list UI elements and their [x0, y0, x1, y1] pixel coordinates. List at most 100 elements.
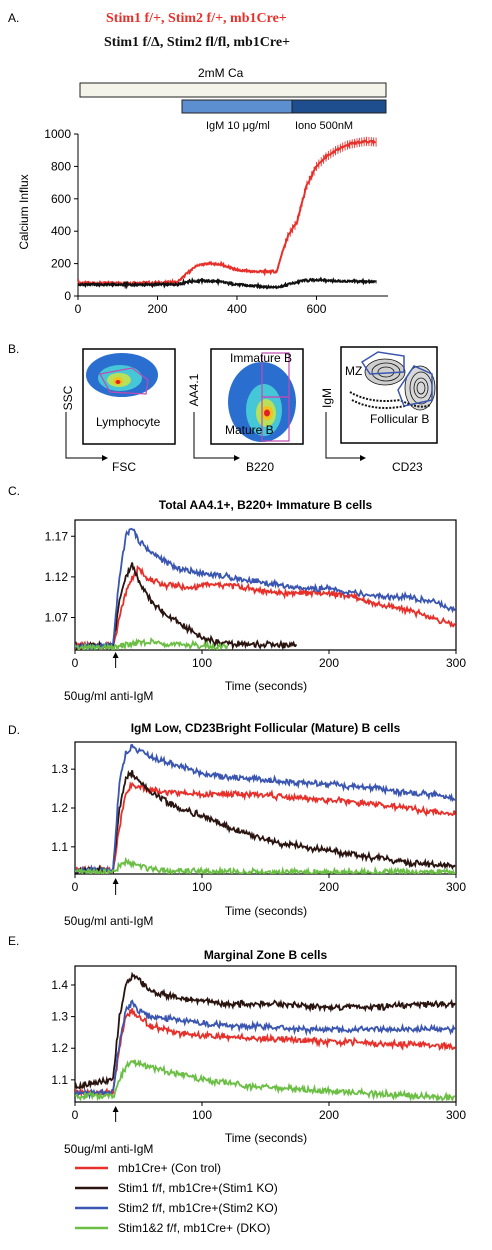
chart-e: Marginal Zone B cells 0 100 200 300 1.1 1.2 1.3…	[51, 948, 466, 1156]
immature-b-label: Immature B	[230, 351, 292, 365]
legend: mb1Cre+ (Con trol) Stim1 f/f, mb1Cre+(St…	[75, 1161, 278, 1235]
panel-a-letter: A.	[8, 11, 19, 25]
igm-bar-label: IgM 10 μg/ml	[206, 120, 270, 132]
series-line-3	[75, 743, 456, 874]
x-axis-label: Time (seconds)	[225, 1131, 307, 1145]
flow3-arrow-head	[360, 455, 366, 461]
chart-title: Total AA4.1+, B220+ Immature B cells	[159, 498, 373, 512]
legend-label-stim1-ko: Stim1 f/f, mb1Cre+(Stim1 KO)	[118, 1181, 278, 1195]
stimulus-annotation: 50ug/ml anti-IgM	[64, 914, 153, 928]
series-line-2	[75, 971, 456, 1091]
panel-c-letter: C.	[8, 484, 20, 498]
mz-label: MZ	[345, 364, 362, 378]
plot-frame	[74, 741, 457, 875]
x-tick-label: 200	[319, 1108, 339, 1122]
series-line-1	[75, 1008, 456, 1098]
chart-title: Marginal Zone B cells	[204, 948, 328, 962]
igm-bar	[181, 99, 293, 114]
x-axis-label: Time (seconds)	[225, 904, 307, 918]
ca-bar	[79, 82, 387, 98]
x-tick-label: 300	[446, 880, 466, 894]
flow3-xlabel: CD23	[392, 460, 423, 474]
lymphocyte-gate	[99, 367, 149, 395]
y-tick-label: 1.2	[51, 1041, 68, 1055]
y-tick-label: 200	[51, 257, 71, 271]
flow1-xlabel: FSC	[112, 460, 136, 474]
flow1-arrow-head	[102, 455, 108, 461]
contour-plot	[349, 358, 436, 411]
y-tick-label: 1.4	[51, 978, 68, 992]
lymphocyte-gate-label: Lymphocyte	[96, 415, 161, 429]
flow2-xlabel: B220	[246, 460, 274, 474]
panel-d-letter: D.	[8, 723, 20, 737]
x-tick-label: 100	[192, 1108, 212, 1122]
x-tick-label: 200	[319, 656, 339, 670]
series-line-3	[75, 527, 456, 650]
flow1-axis-arrows	[65, 412, 102, 459]
stimulus-annotation: 50ug/ml anti-IgM	[64, 689, 153, 703]
genotype-control-label: Stim1 f/+, Stim2 f/+, mb1Cre+	[106, 11, 287, 26]
flow2-axis-arrows	[193, 412, 234, 459]
y-tick-label: 0	[64, 289, 71, 303]
chart-d: IgM Low, CD23Bright Follicular (Mature) …	[51, 721, 466, 928]
x-tick-label: 400	[227, 302, 247, 316]
series-line-2	[75, 562, 298, 650]
flow2-arrow-head	[234, 455, 240, 461]
y-tick-label: 800	[51, 159, 71, 173]
x-tick-label: 0	[75, 302, 82, 316]
iono-bar	[291, 99, 387, 114]
x-tick-label: 300	[446, 656, 466, 670]
stimulus-arrow-head	[112, 878, 119, 884]
plot-frame	[74, 965, 457, 1103]
series-line-1	[78, 139, 376, 287]
panel-a-ylabel: Calcium Influx	[17, 174, 31, 249]
iono-bar-label: Iono 500nM	[295, 120, 353, 132]
flow3-axis-arrows	[325, 412, 360, 459]
y-tick-label: 1.12	[45, 570, 69, 584]
stimulus-annotation: 50ug/ml anti-IgM	[64, 1142, 153, 1156]
x-axis-label: Time (seconds)	[225, 679, 307, 693]
x-tick-label: 0	[72, 880, 79, 894]
density-cloud-lymphocyte	[86, 353, 158, 397]
series-line-4	[75, 856, 456, 874]
mz-gate	[360, 351, 405, 375]
y-tick-label: 1.17	[45, 529, 69, 543]
y-tick-label: 1.3	[51, 1010, 68, 1024]
y-tick-label: 1.1	[51, 1073, 68, 1087]
y-tick-label: 1.2	[51, 801, 68, 815]
flow2-ylabel: AA4.1	[187, 373, 201, 406]
x-tick-label: 300	[446, 1108, 466, 1122]
stimulus-arrow-head	[112, 1106, 119, 1112]
x-tick-label: 0	[72, 1108, 79, 1122]
mature-b-gate	[261, 396, 290, 442]
y-tick-label: 600	[51, 192, 71, 206]
follicular-b-label: Follicular B	[370, 412, 429, 426]
stimulus-arrow-head	[112, 652, 119, 658]
y-tick-label: 1.07	[45, 611, 69, 625]
panel-b-letter: B.	[8, 342, 19, 356]
y-tick-label: 1000	[44, 127, 71, 141]
series-line-2	[75, 769, 456, 874]
genotype-ko-label: Stim1 f/Δ, Stim2 fl/fl, mb1Cre+	[104, 35, 290, 50]
panel-e-letter: E.	[8, 934, 19, 948]
x-tick-label: 0	[72, 656, 79, 670]
x-tick-label: 100	[192, 880, 212, 894]
plot-frame	[74, 519, 457, 651]
series-line-1	[75, 564, 456, 650]
series-line-4	[75, 1059, 456, 1102]
x-tick-label: 100	[192, 656, 212, 670]
y-tick-label: 400	[51, 224, 71, 238]
y-tick-label: 1.1	[51, 840, 68, 854]
follicular-gate	[397, 365, 433, 407]
x-tick-label: 200	[319, 880, 339, 894]
flow3-ylabel: IgM	[320, 388, 334, 408]
x-tick-label: 600	[306, 302, 326, 316]
legend-label-dko: Stim1&2 f/f, mb1Cre+ (DKO)	[118, 1221, 270, 1235]
chart-title: IgM Low, CD23Bright Follicular (Mature) …	[131, 721, 401, 735]
legend-label-stim2-ko: Stim2 f/f, mb1Cre+(Stim2 KO)	[118, 1201, 278, 1215]
ca-bar-label: 2mM Ca	[198, 66, 244, 80]
flow1-ylabel: SSC	[61, 385, 75, 410]
chart-c: Total AA4.1+, B220+ Immature B cells 0 100…	[45, 498, 467, 703]
chart-a: 0 200 400 600 0 200 400 600 800 1000	[44, 127, 388, 316]
